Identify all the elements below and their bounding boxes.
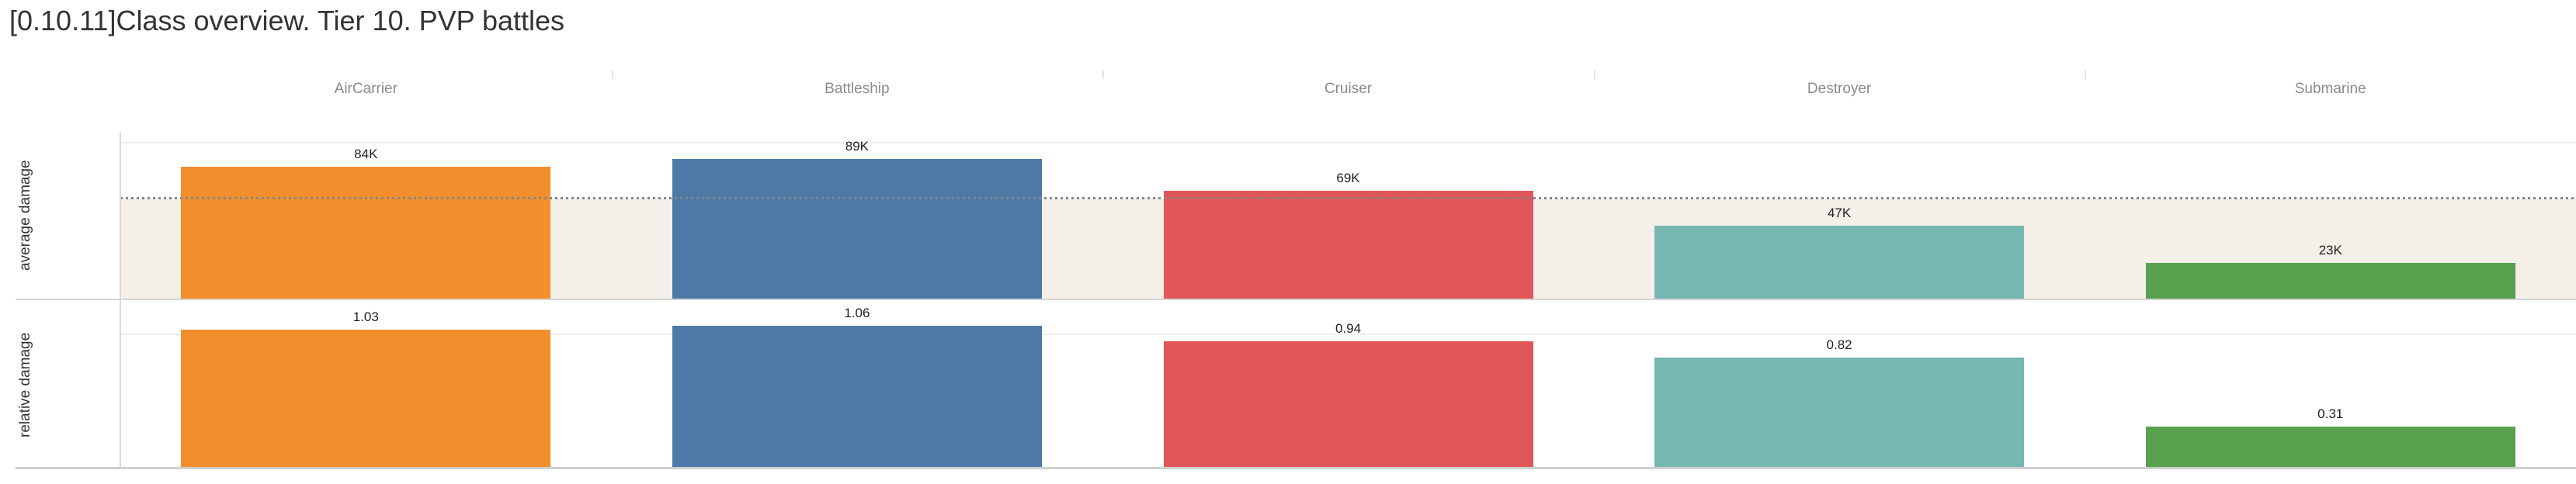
bar-relative-damage-submarine[interactable] xyxy=(2145,427,2515,468)
chart-title: [0.10.11]Class overview. Tier 10. PVP ba… xyxy=(9,5,565,36)
bar-relative-damage-cruiser[interactable] xyxy=(1163,341,1533,468)
column-boundary-tick xyxy=(1593,70,1595,79)
gridline-1 xyxy=(120,334,2576,335)
column-header-submarine: Submarine xyxy=(2294,81,2366,97)
bottom-axis-line xyxy=(16,467,2576,469)
average-reference-line xyxy=(120,197,2576,200)
bar-average-damage-submarine[interactable] xyxy=(2145,263,2515,299)
bar-relative-damage-aircarrier[interactable] xyxy=(181,329,551,468)
column-header-battleship: Battleship xyxy=(825,81,890,97)
value-label-destroyer: 47K xyxy=(1827,205,1852,220)
value-label-aircarrier: 1.03 xyxy=(352,309,379,324)
value-label-aircarrier: 84K xyxy=(354,147,378,162)
value-label-battleship: 1.06 xyxy=(844,305,870,320)
value-label-submarine: 23K xyxy=(2318,243,2342,258)
bar-average-damage-aircarrier[interactable] xyxy=(181,167,551,299)
bar-average-damage-battleship[interactable] xyxy=(672,159,1042,299)
value-label-battleship: 89K xyxy=(845,139,870,154)
value-label-submarine: 0.31 xyxy=(2317,406,2344,422)
column-header-cruiser: Cruiser xyxy=(1324,81,1373,97)
gridline-100 xyxy=(120,142,2576,143)
y-axis-line xyxy=(120,132,121,468)
value-label-cruiser: 0.94 xyxy=(1335,321,1362,337)
value-label-cruiser: 69K xyxy=(1336,170,1360,185)
bar-relative-damage-battleship[interactable] xyxy=(672,325,1042,468)
column-header-destroyer: Destroyer xyxy=(1807,81,1872,97)
bar-average-damage-cruiser[interactable] xyxy=(1163,190,1533,299)
row-label-relative-damage: relative damage xyxy=(17,332,33,437)
row-label-average-damage: average damage xyxy=(17,160,33,271)
column-boundary-tick xyxy=(611,70,613,79)
bar-relative-damage-destroyer[interactable] xyxy=(1654,358,2025,468)
value-label-destroyer: 0.82 xyxy=(1826,337,1852,353)
row-divider-line xyxy=(16,299,2576,300)
column-boundary-tick xyxy=(2085,70,2087,79)
bar-average-damage-destroyer[interactable] xyxy=(1654,225,2025,299)
column-header-aircarrier: AirCarrier xyxy=(334,81,398,97)
column-boundary-tick xyxy=(1102,70,1105,79)
